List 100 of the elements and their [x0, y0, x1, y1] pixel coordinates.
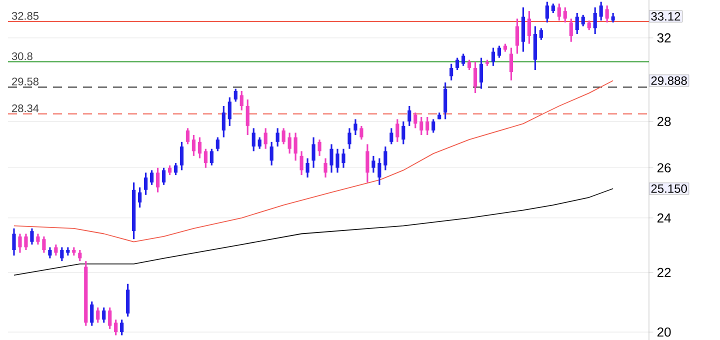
ref-line-label: 28.34: [12, 104, 39, 112]
candlestick: [527, 10, 531, 45]
candlestick: [336, 148, 340, 174]
candlestick: [563, 6, 567, 24]
candlestick: [575, 12, 579, 35]
candlestick: [96, 306, 100, 324]
candlestick: [396, 118, 400, 143]
candlestick: [36, 232, 40, 246]
candlestick: [599, 0, 603, 22]
text: 33.12: [651, 12, 680, 21]
text: 29.888: [651, 76, 687, 85]
candlestick: [234, 88, 238, 102]
candlestick: [228, 96, 232, 127]
candlestick: [539, 27, 543, 41]
candlestick: [545, 0, 549, 24]
candlestick: [216, 136, 220, 152]
candlestick: [456, 56, 460, 71]
candlestick: [491, 46, 496, 67]
candlestick: [587, 20, 591, 31]
candlestick: [557, 2, 561, 22]
ref-line-label: 30.8: [12, 52, 32, 60]
candlestick: [222, 105, 226, 138]
candlestick: [330, 143, 334, 174]
candlestick: [264, 127, 268, 150]
candlestick: [108, 306, 112, 330]
candlestick: [186, 127, 190, 146]
candlestick: [467, 59, 472, 71]
candlestick: [24, 232, 28, 251]
candlestick: [515, 18, 520, 55]
candlestick: [48, 246, 52, 260]
candlestick: [473, 61, 478, 94]
y-tick-label: 24: [657, 213, 671, 222]
candlestick: [42, 236, 46, 254]
ref-line-label: 32.85: [12, 12, 39, 20]
candlestick: [354, 118, 358, 136]
candlestick: [551, 2, 555, 14]
y-tick-label: 32: [657, 33, 671, 43]
candlestick: [126, 283, 130, 318]
candlestick: [240, 90, 244, 112]
y-tick-label: 28: [657, 116, 671, 126]
candlestick: [462, 52, 466, 67]
candlestick: [180, 141, 184, 172]
candlestick: [156, 167, 160, 194]
candlestick: [276, 127, 280, 148]
candlestick: [360, 125, 364, 140]
candlestick: [426, 116, 430, 136]
candlestick: [384, 146, 388, 172]
candlestick: [144, 172, 148, 196]
candlestick: [90, 300, 94, 327]
y-tick-label: 26: [657, 163, 671, 172]
y-tick-label: 20: [657, 327, 671, 337]
candlestick: [174, 162, 178, 176]
candlestick: [78, 249, 82, 262]
candlestick: [420, 116, 424, 136]
candlestick: [479, 56, 484, 90]
candlestick: [252, 127, 256, 152]
candlestick: [288, 132, 292, 154]
candlestick: [432, 118, 436, 134]
candlestick: [593, 6, 597, 35]
candlestick: [306, 157, 310, 178]
candlestick: [282, 127, 286, 146]
candlestick: [270, 141, 274, 166]
candlestick: [312, 136, 316, 169]
candlestick: [390, 127, 394, 146]
candlestick: [192, 134, 196, 157]
candlestick: [569, 18, 573, 43]
candlestick: [324, 157, 328, 178]
candlestick: [378, 157, 382, 186]
candlestick: [30, 228, 34, 246]
candlestick: [318, 138, 322, 157]
candlestick: [162, 167, 166, 186]
candlestick: [210, 148, 214, 166]
candlestick: [294, 132, 298, 162]
candlestick: [168, 164, 172, 176]
candlestick: [54, 244, 58, 256]
text: 25.150: [651, 184, 687, 193]
candlestick: [605, 4, 609, 24]
candlestick: [150, 169, 154, 186]
candlestick: [300, 150, 304, 176]
candlestick: [60, 246, 64, 262]
candlestick: [408, 105, 412, 127]
candlestick: [138, 186, 142, 208]
candlestick: [120, 318, 124, 336]
line-series: [14, 188, 614, 276]
candlestick: [18, 232, 22, 254]
y-tick-label: 22: [657, 268, 671, 277]
candlestick: [114, 318, 118, 336]
candlestick: [509, 46, 514, 82]
candlestick: [258, 136, 262, 150]
candlestick: [450, 63, 454, 82]
candlestick: [246, 98, 250, 136]
candlestick: [102, 306, 106, 324]
candlestick: [348, 127, 352, 150]
ref-line-label: 29.58: [12, 78, 39, 86]
candlestick: [414, 112, 418, 129]
candlestick: [366, 143, 370, 184]
candlestick: [204, 148, 208, 169]
candlestick: [611, 12, 615, 24]
candlestick: [12, 228, 16, 256]
candlestick: [581, 14, 585, 28]
